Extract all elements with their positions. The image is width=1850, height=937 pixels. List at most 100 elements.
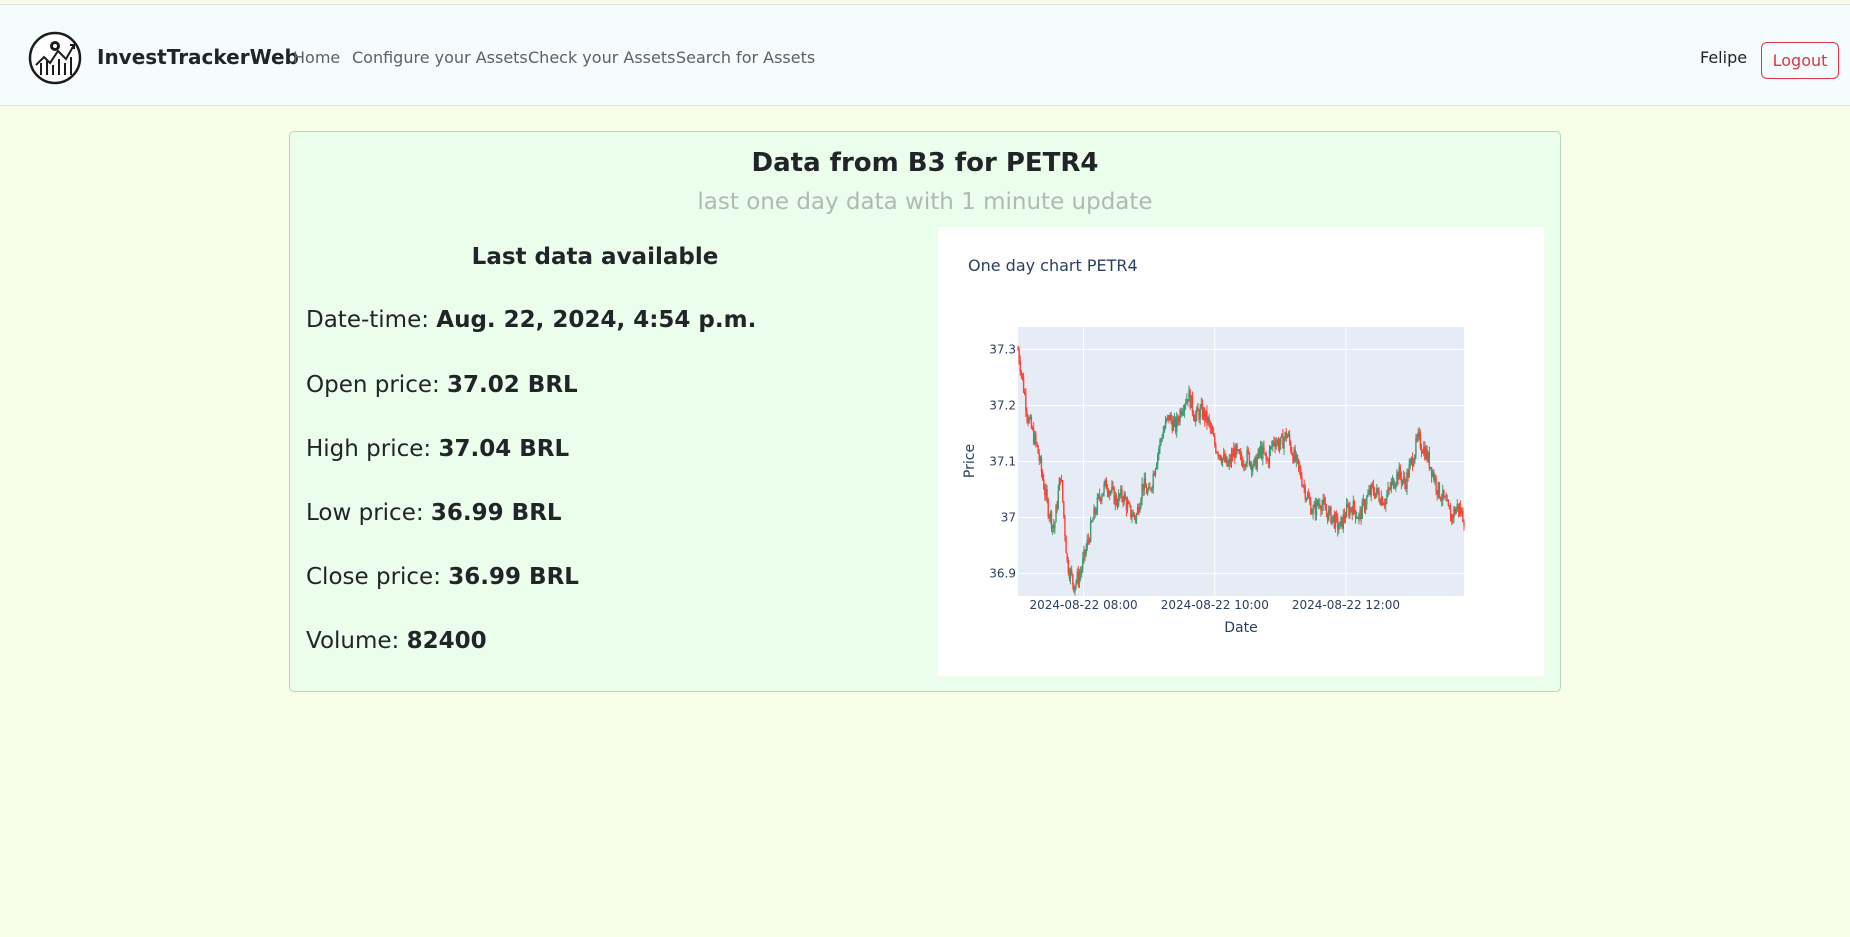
candle[interactable] xyxy=(1244,463,1246,471)
candle[interactable] xyxy=(1373,486,1376,500)
candle[interactable] xyxy=(1161,433,1163,443)
candle[interactable] xyxy=(1039,455,1042,464)
candle[interactable] xyxy=(1102,492,1104,497)
candle[interactable] xyxy=(1458,502,1461,517)
candle[interactable] xyxy=(1407,468,1409,482)
candle[interactable] xyxy=(1176,411,1178,438)
candle[interactable] xyxy=(1279,436,1282,451)
candle[interactable] xyxy=(1069,567,1072,585)
candle[interactable] xyxy=(1341,517,1343,530)
candle[interactable] xyxy=(1406,468,1408,495)
candle[interactable] xyxy=(1111,480,1113,494)
candle[interactable] xyxy=(1225,453,1227,464)
candle[interactable] xyxy=(1164,415,1167,430)
candle[interactable] xyxy=(1315,498,1318,521)
candle[interactable] xyxy=(1092,517,1094,522)
candle[interactable] xyxy=(1056,500,1058,514)
candle[interactable] xyxy=(1197,402,1199,412)
candle[interactable] xyxy=(1132,509,1134,518)
candle[interactable] xyxy=(1104,478,1106,487)
candle[interactable] xyxy=(1085,543,1087,557)
candle[interactable] xyxy=(1343,508,1346,524)
candle[interactable] xyxy=(1151,485,1153,494)
candle[interactable] xyxy=(1028,416,1030,424)
candle[interactable] xyxy=(1115,492,1118,507)
candle[interactable] xyxy=(1226,456,1228,467)
candle[interactable] xyxy=(1079,566,1082,581)
candle[interactable] xyxy=(1088,537,1091,545)
candle[interactable] xyxy=(1144,472,1147,488)
candle[interactable] xyxy=(1334,511,1337,533)
candle[interactable] xyxy=(1372,479,1375,497)
candle[interactable] xyxy=(1026,407,1028,424)
candle[interactable] xyxy=(1153,471,1156,476)
candle[interactable] xyxy=(1321,499,1323,515)
candle[interactable] xyxy=(1434,473,1436,485)
candle[interactable] xyxy=(1401,479,1404,487)
candle[interactable] xyxy=(1203,407,1206,427)
candle[interactable] xyxy=(1145,483,1148,495)
candle[interactable] xyxy=(1275,437,1277,450)
candle[interactable] xyxy=(1390,478,1393,494)
candle[interactable] xyxy=(1174,416,1177,435)
candle[interactable] xyxy=(1108,490,1111,501)
candle[interactable] xyxy=(1208,413,1210,428)
candle[interactable] xyxy=(1186,393,1188,405)
candle[interactable] xyxy=(1073,583,1075,593)
candle[interactable] xyxy=(1294,444,1296,463)
candle[interactable] xyxy=(1172,415,1175,432)
candle[interactable] xyxy=(1420,443,1423,458)
candle[interactable] xyxy=(1043,474,1045,490)
candle[interactable] xyxy=(1116,498,1119,510)
candle[interactable] xyxy=(1416,433,1418,443)
candle[interactable] xyxy=(1122,496,1124,508)
candle[interactable] xyxy=(1228,453,1230,470)
candle[interactable] xyxy=(1419,429,1422,451)
candle[interactable] xyxy=(1330,505,1332,525)
candle[interactable] xyxy=(1366,495,1368,510)
candle[interactable] xyxy=(1207,416,1209,426)
candle[interactable] xyxy=(1083,545,1085,564)
candle[interactable] xyxy=(1231,447,1234,462)
candle[interactable] xyxy=(1058,476,1061,491)
candle[interactable] xyxy=(1461,507,1463,517)
nav-link-home[interactable]: Home xyxy=(293,48,341,67)
candle[interactable] xyxy=(1288,429,1291,446)
candle[interactable] xyxy=(1202,407,1205,421)
candle[interactable] xyxy=(1170,411,1172,425)
candle[interactable] xyxy=(1173,413,1176,428)
candle[interactable] xyxy=(1041,469,1044,481)
candle[interactable] xyxy=(1097,493,1100,500)
candle[interactable] xyxy=(1191,391,1194,417)
candle[interactable] xyxy=(1260,441,1263,461)
candle[interactable] xyxy=(1363,498,1366,513)
candle[interactable] xyxy=(1081,565,1083,578)
candle[interactable] xyxy=(1367,489,1369,498)
candle[interactable] xyxy=(1046,485,1048,504)
candle[interactable] xyxy=(1264,452,1266,456)
candle[interactable] xyxy=(1463,519,1465,531)
candle[interactable] xyxy=(1142,483,1144,497)
candle[interactable] xyxy=(1060,474,1063,483)
candle[interactable] xyxy=(1235,442,1237,459)
candle[interactable] xyxy=(1195,410,1197,427)
candle[interactable] xyxy=(1222,447,1225,461)
candle[interactable] xyxy=(1221,457,1224,467)
candle[interactable] xyxy=(1290,440,1292,454)
candle[interactable] xyxy=(1248,451,1251,467)
candle[interactable] xyxy=(1068,567,1071,582)
candle[interactable] xyxy=(1086,534,1089,551)
candle[interactable] xyxy=(1376,483,1378,498)
candle[interactable] xyxy=(1397,471,1399,485)
candle[interactable] xyxy=(1084,549,1086,561)
candle[interactable] xyxy=(1087,533,1090,545)
candle[interactable] xyxy=(1285,428,1287,442)
candle[interactable] xyxy=(1241,456,1244,468)
candle[interactable] xyxy=(1351,505,1353,521)
candle[interactable] xyxy=(1286,433,1289,439)
candle[interactable] xyxy=(1309,492,1311,506)
candle[interactable] xyxy=(1273,436,1275,447)
nav-link-search-assets[interactable]: Search for Assets xyxy=(676,48,816,67)
candle[interactable] xyxy=(1387,481,1389,497)
candle[interactable] xyxy=(1124,491,1127,500)
